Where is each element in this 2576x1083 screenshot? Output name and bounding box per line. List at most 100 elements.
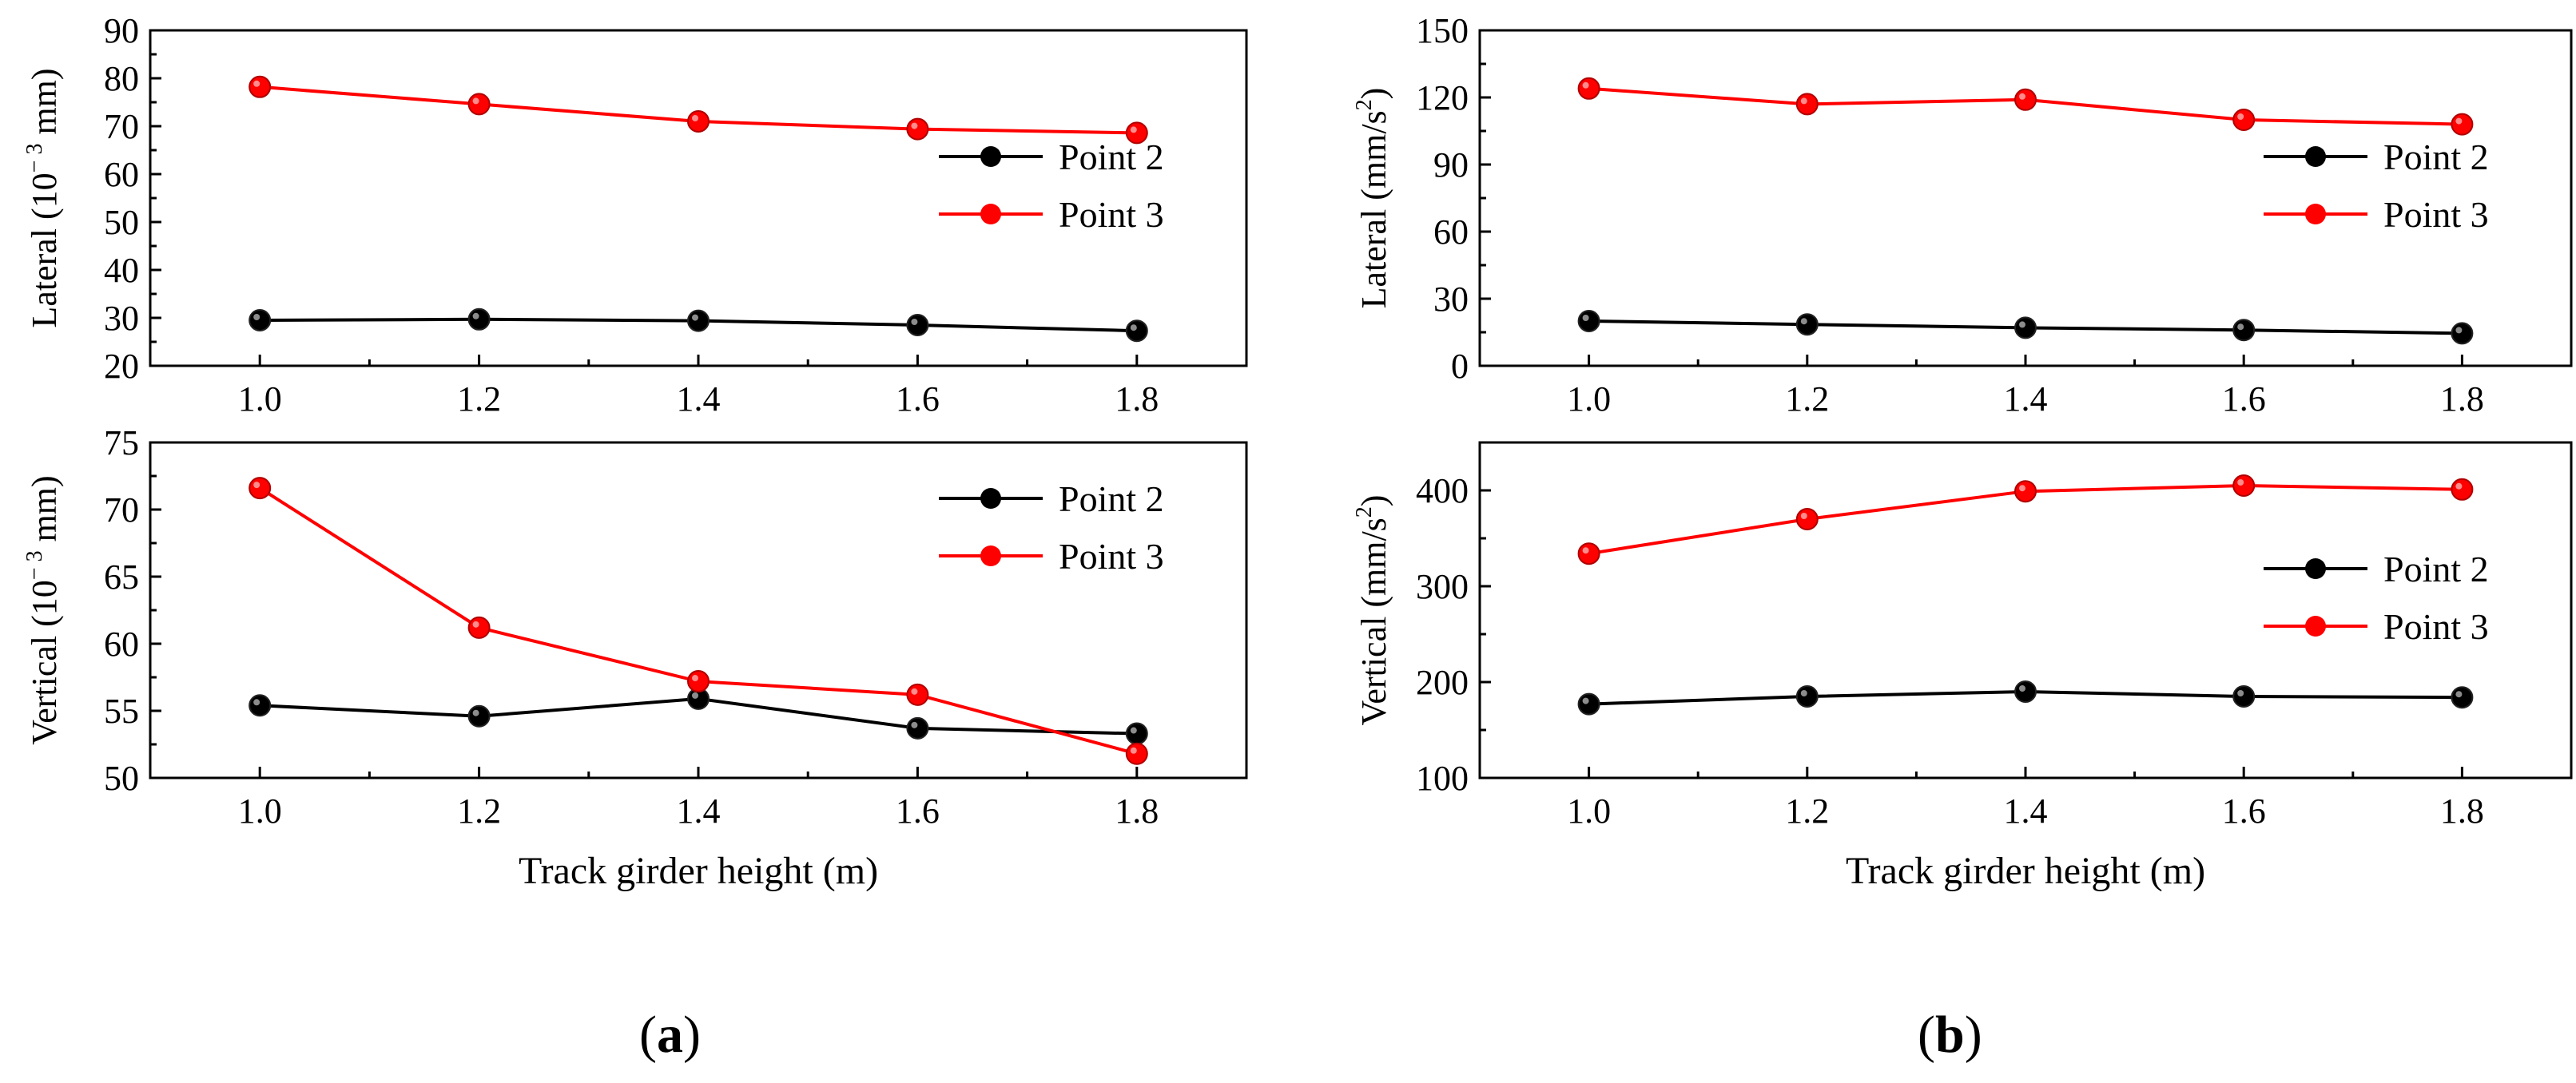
data-point bbox=[906, 117, 929, 141]
x-tick-label: 1.8 bbox=[1115, 791, 1159, 831]
legend-entry: Point 3 bbox=[2264, 606, 2489, 647]
y-tick-label: 20 bbox=[104, 347, 139, 386]
chart-b-bottom: 100 200 300 400 1.0 1.2 1.4 1.6 1.8 Vertical (mm/… bbox=[1352, 441, 2573, 892]
data-point bbox=[906, 683, 929, 706]
x-axis-title: Track girder height (m) bbox=[519, 850, 878, 892]
data-point bbox=[1795, 313, 1819, 336]
caption-a: (a) bbox=[639, 1005, 701, 1065]
data-point-highlight bbox=[1582, 697, 1589, 704]
y-axis-title-part: − 3 bbox=[22, 144, 47, 173]
x-tick-label: 1.6 bbox=[896, 379, 940, 419]
y-tick-label: 80 bbox=[104, 59, 139, 98]
y-axis-title-part: Vertical (mm/s bbox=[1354, 518, 1393, 725]
data-point-highlight bbox=[2237, 323, 2244, 331]
y-tick-label: 90 bbox=[1433, 145, 1469, 184]
data-point-highlight bbox=[1582, 81, 1589, 89]
y-tick-label: 70 bbox=[104, 107, 139, 146]
y-tick-label: 200 bbox=[1416, 663, 1469, 702]
data-point-highlight bbox=[911, 688, 918, 695]
y-tick-label: 120 bbox=[1416, 78, 1469, 117]
data-point-highlight bbox=[1130, 324, 1137, 331]
y-tick-label: 30 bbox=[104, 299, 139, 338]
data-point bbox=[2014, 88, 2037, 111]
data-point-highlight bbox=[253, 482, 260, 489]
data-point bbox=[906, 314, 929, 336]
x-tick-label: 1.2 bbox=[1785, 791, 1829, 831]
y-tick-label: 0 bbox=[1451, 347, 1469, 386]
y-axis-title: Lateral (10− 3 mm) bbox=[22, 68, 64, 327]
data-point bbox=[2232, 685, 2256, 708]
y-tick-label: 60 bbox=[104, 155, 139, 194]
legend-marker bbox=[2305, 146, 2326, 167]
data-point-highlight bbox=[692, 675, 698, 682]
data-point-highlight bbox=[253, 699, 260, 706]
x-tick-label: 1.0 bbox=[238, 379, 282, 419]
y-tick-label: 100 bbox=[1416, 759, 1469, 798]
y-axis-title: Vertical (10− 3 mm) bbox=[22, 475, 64, 744]
x-tick-label: 1.8 bbox=[1115, 379, 1159, 419]
data-point bbox=[2232, 319, 2256, 342]
data-point-highlight bbox=[911, 721, 918, 728]
legend-entry: Point 2 bbox=[939, 478, 1164, 519]
chart-b-top: 0 30 60 90 120 150 1.0 1.2 1.4 1.6 1.8 Lateral (mm/… bbox=[1352, 11, 2573, 419]
legend-marker bbox=[980, 488, 1001, 509]
caption-a-letter: a bbox=[656, 1006, 683, 1064]
x-tick-label: 1.4 bbox=[677, 791, 721, 831]
x-axis-title: Track girder height (m) bbox=[1846, 850, 2205, 892]
data-point bbox=[2014, 480, 2037, 503]
x-tick-label: 1.2 bbox=[1785, 379, 1829, 419]
caption-b-close: ) bbox=[1964, 1006, 1982, 1064]
data-point-highlight bbox=[253, 314, 260, 320]
y-tick-label: 50 bbox=[104, 759, 139, 798]
series-point-2 bbox=[1577, 680, 2474, 716]
data-point-highlight bbox=[911, 122, 918, 129]
y-axis-title-part: − 3 bbox=[22, 550, 47, 580]
y-tick-label: 150 bbox=[1416, 11, 1469, 50]
legend-label: Point 2 bbox=[2383, 549, 2489, 589]
y-tick-label: 70 bbox=[104, 490, 139, 530]
x-tick-label: 1.6 bbox=[896, 791, 940, 831]
legend-label: Point 3 bbox=[1059, 194, 1164, 235]
data-point bbox=[2451, 113, 2474, 136]
data-point-highlight bbox=[2455, 117, 2463, 125]
x-tick-label: 1.0 bbox=[1567, 791, 1611, 831]
y-tick-label: 400 bbox=[1416, 471, 1469, 510]
data-point-highlight bbox=[1582, 315, 1589, 321]
legend-entry: Point 2 bbox=[2264, 137, 2489, 177]
data-point-highlight bbox=[2455, 327, 2463, 334]
data-point-highlight bbox=[472, 621, 479, 628]
y-axis-title-part: ) bbox=[1354, 495, 1393, 507]
y-tick-label: 50 bbox=[104, 203, 139, 242]
legend-marker bbox=[980, 146, 1001, 167]
caption-a-open: ( bbox=[639, 1006, 657, 1064]
x-tick-label: 1.6 bbox=[2222, 791, 2266, 831]
data-point-highlight bbox=[2019, 685, 2025, 692]
y-tick-label: 55 bbox=[104, 692, 139, 731]
data-point-highlight bbox=[2455, 691, 2463, 698]
legend-label: Point 2 bbox=[1059, 137, 1164, 177]
data-point-highlight bbox=[1800, 690, 1807, 696]
chart-a-bottom: 50 55 60 65 70 75 1.0 1.2 1.4 1.6 1.8 Vertical (10−… bbox=[22, 423, 1248, 892]
caption-b: (b) bbox=[1918, 1005, 1982, 1065]
legend-entry: Point 3 bbox=[2264, 194, 2489, 235]
data-point-highlight bbox=[2019, 93, 2025, 100]
legend-label: Point 2 bbox=[2383, 137, 2489, 177]
data-point-highlight bbox=[1582, 547, 1589, 554]
series-point-3 bbox=[1577, 77, 2474, 136]
data-point bbox=[687, 670, 710, 693]
legend-marker bbox=[980, 545, 1001, 566]
data-point-highlight bbox=[2237, 690, 2244, 696]
data-point-highlight bbox=[1130, 126, 1137, 133]
y-axis-title-part: ) bbox=[1354, 88, 1393, 100]
x-tick-label: 1.8 bbox=[2440, 379, 2484, 419]
y-axis-title-part: 2 bbox=[1352, 506, 1377, 518]
x-tick-label: 1.2 bbox=[457, 791, 501, 831]
data-point bbox=[1577, 77, 1600, 100]
y-axis-title-part: Vertical (10 bbox=[25, 580, 64, 744]
data-point-highlight bbox=[472, 709, 479, 716]
data-point bbox=[687, 110, 710, 133]
x-tick-label: 1.0 bbox=[238, 791, 282, 831]
y-axis-title-part: Lateral (mm/s bbox=[1354, 110, 1393, 308]
x-tick-label: 1.6 bbox=[2222, 379, 2266, 419]
data-point bbox=[906, 716, 929, 740]
